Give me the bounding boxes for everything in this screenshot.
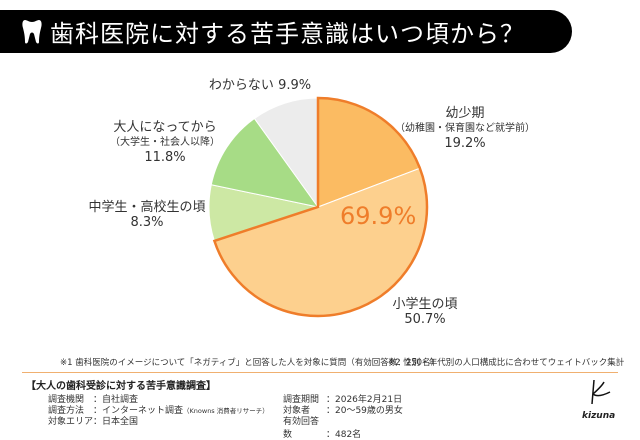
- highlight-outline: [212, 96, 429, 318]
- label-elementary: 小学生の頃 50.7%: [392, 297, 458, 327]
- pie-chart: [208, 96, 429, 318]
- label-unknown: わからない 9.9%: [208, 78, 312, 93]
- divider: [22, 372, 618, 373]
- survey-key: 対象エリア: [48, 417, 94, 427]
- survey-key: 調査期間: [283, 395, 320, 405]
- survey-value: ：482名: [326, 430, 362, 440]
- kizuna-logo: kizuna: [582, 378, 615, 421]
- tooth-icon: [22, 19, 42, 43]
- note-2: ※2 性別・年代別の人口構成比に合わせてウェイトバック集計: [388, 358, 625, 368]
- note-1: ※1 歯科医院のイメージについて「ネガティブ」と回答した人を対象に質問（有効回答…: [60, 358, 440, 368]
- page-title: 歯科医院に対する苦手意識はいつ頃から？: [50, 20, 525, 48]
- survey-value: ：インターネット調査: [93, 406, 184, 416]
- label-junior-high: 中学生・高校生の頃 8.3%: [88, 200, 206, 230]
- survey-title: 【大人の歯科受診に対する苦手意識調査】: [26, 381, 216, 392]
- survey-value: ：日本全国: [93, 417, 139, 427]
- pie-slice-3: [210, 117, 320, 208]
- survey-value: ：20～59歳の男女: [326, 406, 403, 416]
- survey-key: 調査機関: [48, 395, 85, 405]
- survey-value: ：自社調査: [93, 395, 139, 405]
- annotation-total: 69.9%: [340, 202, 417, 230]
- label-infancy: 幼少期 （幼稚園・保育園など就学前） 19.2%: [395, 106, 535, 151]
- survey-value-note: （Knowns 消費者リサーチ）: [183, 407, 269, 415]
- survey-key: 調査方法: [48, 406, 85, 416]
- label-adult: 大人になってから （大学生・社会人以降） 11.8%: [110, 120, 220, 165]
- survey-value: ：2026年2月21日: [326, 395, 403, 405]
- title-banner: 歯科医院に対する苦手意識はいつ頃から？: [0, 10, 572, 53]
- survey-key: 対象者: [283, 406, 311, 416]
- signature-icon: [590, 379, 610, 405]
- survey-key: 有効回答数: [283, 417, 320, 440]
